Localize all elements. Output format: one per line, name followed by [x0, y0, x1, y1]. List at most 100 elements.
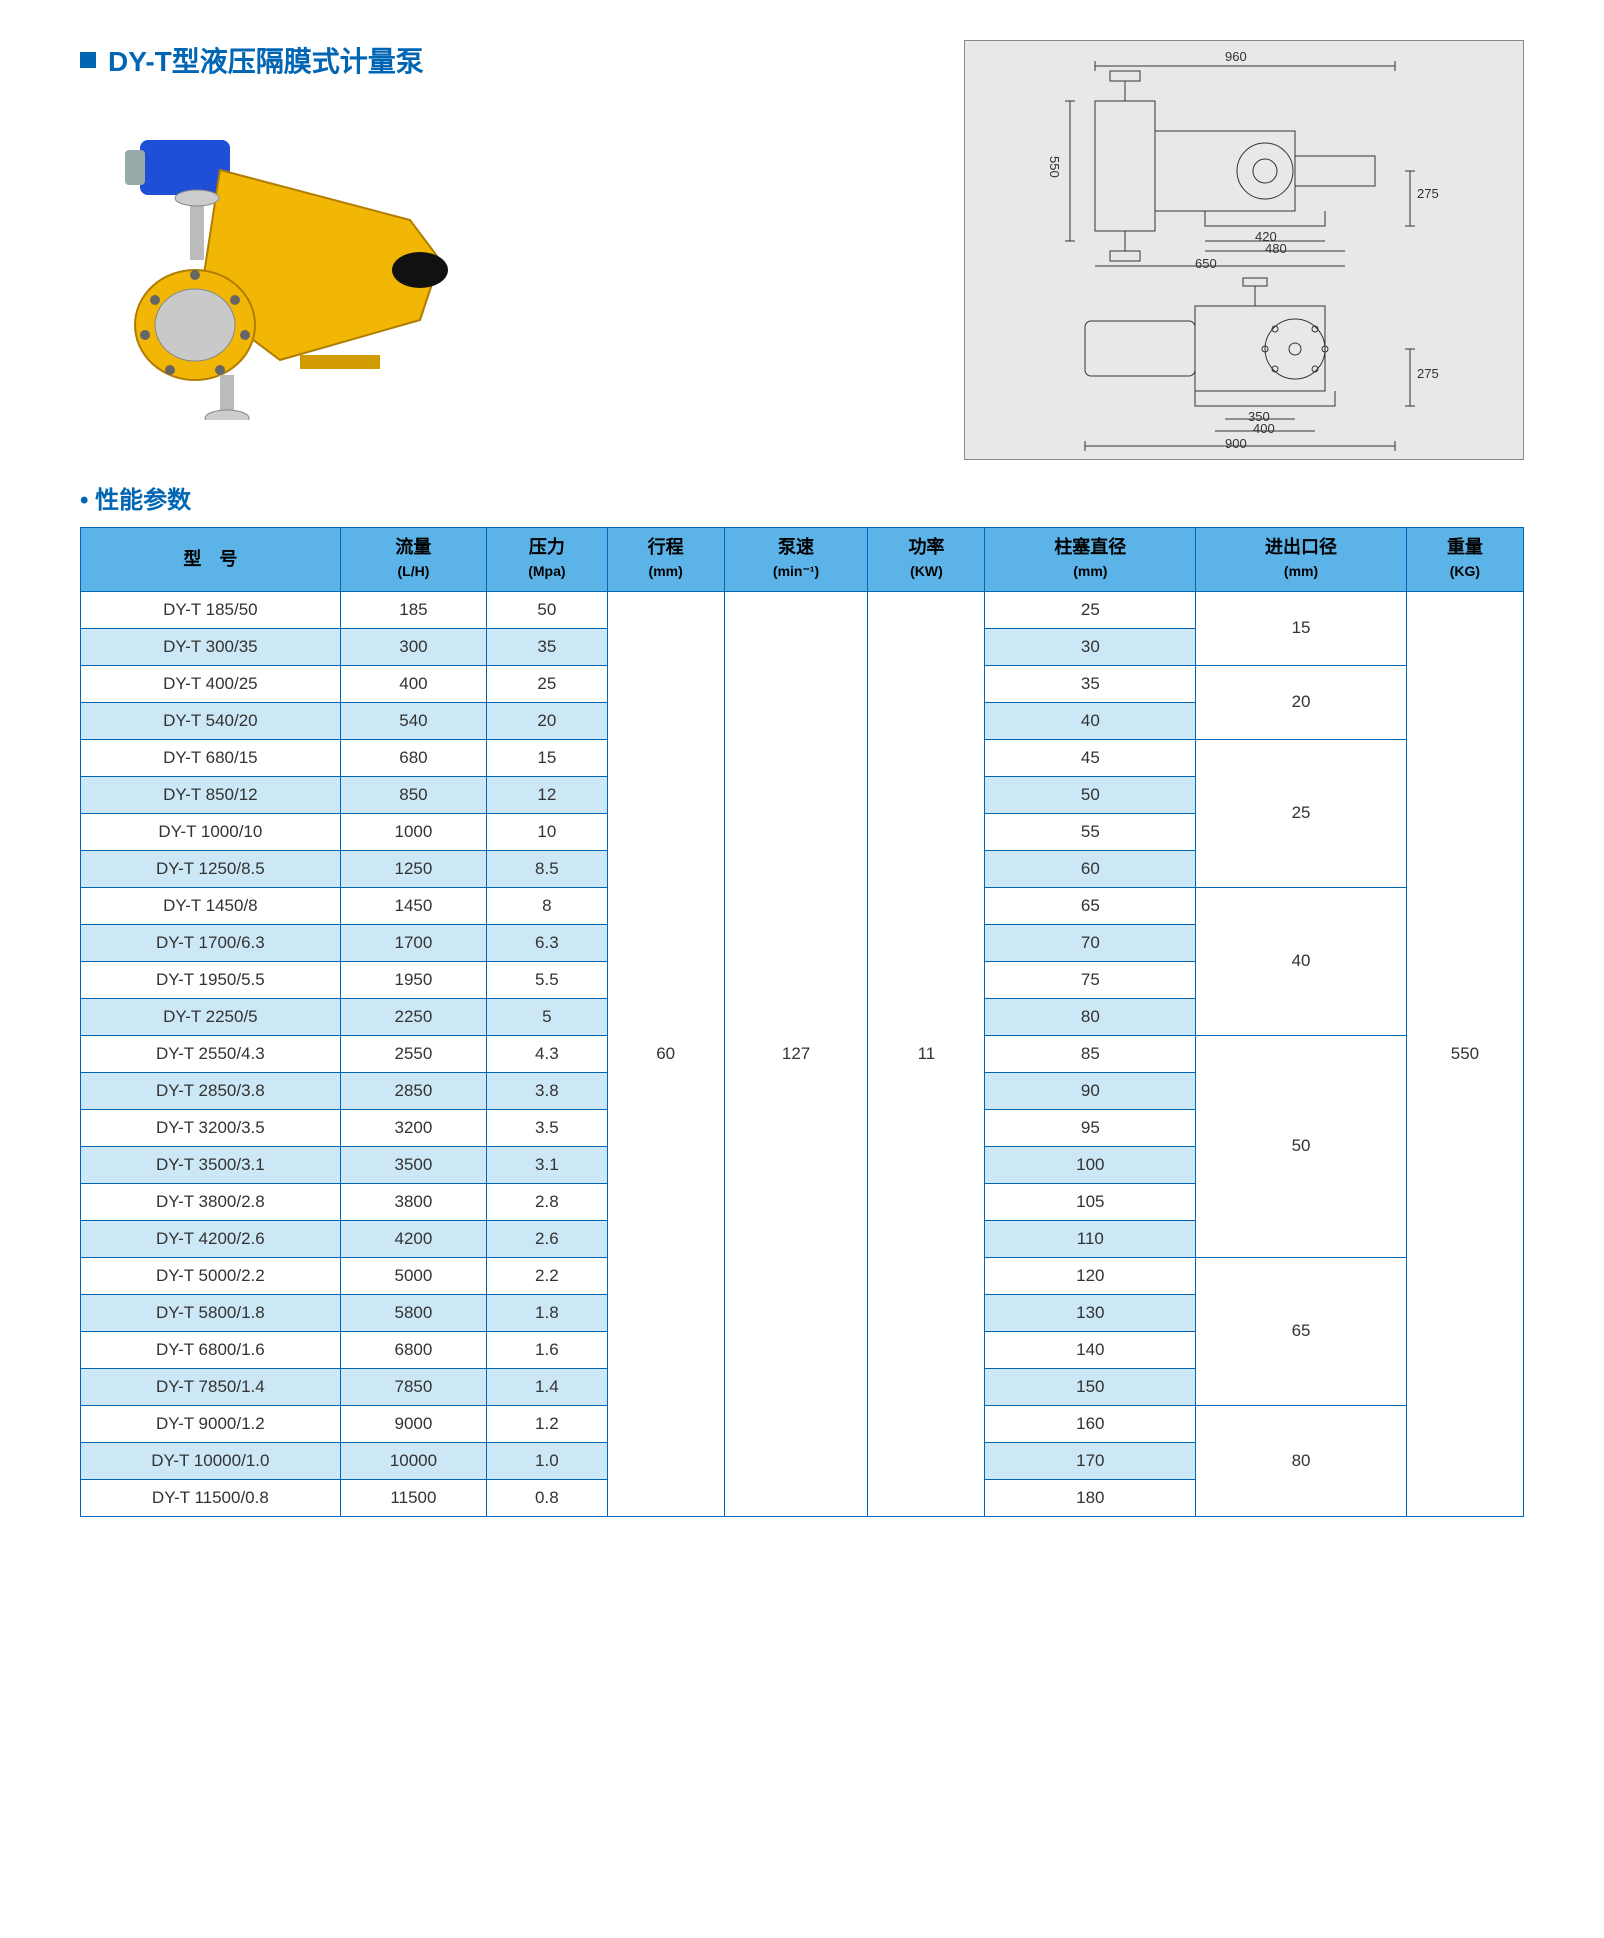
cell-flow: 7850: [340, 1368, 486, 1405]
dim-top-half: 275: [1417, 186, 1439, 201]
col-header: 柱塞直径(mm): [985, 528, 1196, 592]
cell-flow: 3500: [340, 1146, 486, 1183]
cell-plunger: 80: [985, 998, 1196, 1035]
col-header: 流量(L/H): [340, 528, 486, 592]
cell-plunger: 140: [985, 1331, 1196, 1368]
cell-flow: 2250: [340, 998, 486, 1035]
product-photo: [80, 100, 500, 420]
cell-model: DY-T 1950/5.5: [81, 961, 341, 998]
title-bullet-icon: [80, 52, 96, 68]
cell-flow: 2850: [340, 1072, 486, 1109]
cell-port: 20: [1196, 665, 1407, 739]
cell-flow: 11500: [340, 1479, 486, 1516]
cell-flow: 3200: [340, 1109, 486, 1146]
cell-plunger: 60: [985, 850, 1196, 887]
cell-plunger: 35: [985, 665, 1196, 702]
cell-plunger: 110: [985, 1220, 1196, 1257]
cell-model: DY-T 1250/8.5: [81, 850, 341, 887]
cell-pressure: 0.8: [487, 1479, 608, 1516]
cell-flow: 6800: [340, 1331, 486, 1368]
cell-flow: 300: [340, 628, 486, 665]
cell-plunger: 85: [985, 1035, 1196, 1072]
cell-model: DY-T 10000/1.0: [81, 1442, 341, 1479]
cell-plunger: 30: [985, 628, 1196, 665]
col-header: 进出口径(mm): [1196, 528, 1407, 592]
cell-speed: 127: [724, 591, 868, 1516]
col-header: 压力(Mpa): [487, 528, 608, 592]
cell-model: DY-T 7850/1.4: [81, 1368, 341, 1405]
cell-model: DY-T 3500/3.1: [81, 1146, 341, 1183]
col-header: 重量(KG): [1406, 528, 1523, 592]
cell-plunger: 25: [985, 591, 1196, 628]
cell-plunger: 180: [985, 1479, 1196, 1516]
cell-flow: 850: [340, 776, 486, 813]
dim-side-275: 275: [1417, 366, 1439, 381]
spec-table: 型 号流量(L/H)压力(Mpa)行程(mm)泵速(min⁻¹)功率(KW)柱塞…: [80, 527, 1524, 1517]
cell-flow: 1450: [340, 887, 486, 924]
cell-pressure: 3.5: [487, 1109, 608, 1146]
cell-pressure: 2.2: [487, 1257, 608, 1294]
cell-model: DY-T 2550/4.3: [81, 1035, 341, 1072]
dim-top-width: 960: [1225, 49, 1247, 64]
col-header: 功率(KW): [868, 528, 985, 592]
cell-pressure: 8: [487, 887, 608, 924]
cell-model: DY-T 9000/1.2: [81, 1405, 341, 1442]
cell-pressure: 10: [487, 813, 608, 850]
cell-plunger: 100: [985, 1146, 1196, 1183]
cell-plunger: 65: [985, 887, 1196, 924]
cell-port: 40: [1196, 887, 1407, 1035]
cell-model: DY-T 11500/0.8: [81, 1479, 341, 1516]
title-text: DY-T型液压隔膜式计量泵: [108, 40, 424, 80]
cell-pressure: 1.6: [487, 1331, 608, 1368]
dimension-diagram: 960 550 275 420 480 650 350 400 900 275: [964, 40, 1524, 460]
cell-model: DY-T 850/12: [81, 776, 341, 813]
cell-pressure: 2.8: [487, 1183, 608, 1220]
cell-pressure: 35: [487, 628, 608, 665]
cell-plunger: 170: [985, 1442, 1196, 1479]
cell-pressure: 1.4: [487, 1368, 608, 1405]
cell-port: 25: [1196, 739, 1407, 887]
cell-pressure: 1.8: [487, 1294, 608, 1331]
cell-flow: 4200: [340, 1220, 486, 1257]
cell-pressure: 15: [487, 739, 608, 776]
cell-pressure: 4.3: [487, 1035, 608, 1072]
cell-flow: 1950: [340, 961, 486, 998]
cell-model: DY-T 540/20: [81, 702, 341, 739]
col-header: 行程(mm): [607, 528, 724, 592]
cell-pressure: 25: [487, 665, 608, 702]
cell-model: DY-T 5000/2.2: [81, 1257, 341, 1294]
cell-port: 50: [1196, 1035, 1407, 1257]
cell-stroke: 60: [607, 591, 724, 1516]
cell-pressure: 5: [487, 998, 608, 1035]
cell-pressure: 2.6: [487, 1220, 608, 1257]
cell-plunger: 70: [985, 924, 1196, 961]
cell-plunger: 130: [985, 1294, 1196, 1331]
cell-port: 65: [1196, 1257, 1407, 1405]
cell-flow: 5000: [340, 1257, 486, 1294]
col-header: 泵速(min⁻¹): [724, 528, 868, 592]
cell-plunger: 90: [985, 1072, 1196, 1109]
cell-pressure: 50: [487, 591, 608, 628]
table-row: DY-T 185/501855060127112515550: [81, 591, 1524, 628]
cell-flow: 5800: [340, 1294, 486, 1331]
cell-pressure: 5.5: [487, 961, 608, 998]
cell-flow: 1000: [340, 813, 486, 850]
cell-flow: 185: [340, 591, 486, 628]
cell-model: DY-T 680/15: [81, 739, 341, 776]
cell-power: 11: [868, 591, 985, 1516]
cell-pressure: 1.2: [487, 1405, 608, 1442]
cell-pressure: 3.8: [487, 1072, 608, 1109]
cell-flow: 10000: [340, 1442, 486, 1479]
section-params-title: 性能参数: [80, 480, 1524, 515]
cell-weight: 550: [1406, 591, 1523, 1516]
cell-plunger: 160: [985, 1405, 1196, 1442]
cell-pressure: 8.5: [487, 850, 608, 887]
cell-model: DY-T 1700/6.3: [81, 924, 341, 961]
cell-model: DY-T 5800/1.8: [81, 1294, 341, 1331]
cell-model: DY-T 3200/3.5: [81, 1109, 341, 1146]
cell-model: DY-T 400/25: [81, 665, 341, 702]
page-title: DY-T型液压隔膜式计量泵: [80, 40, 924, 80]
cell-pressure: 1.0: [487, 1442, 608, 1479]
cell-plunger: 105: [985, 1183, 1196, 1220]
cell-pressure: 6.3: [487, 924, 608, 961]
